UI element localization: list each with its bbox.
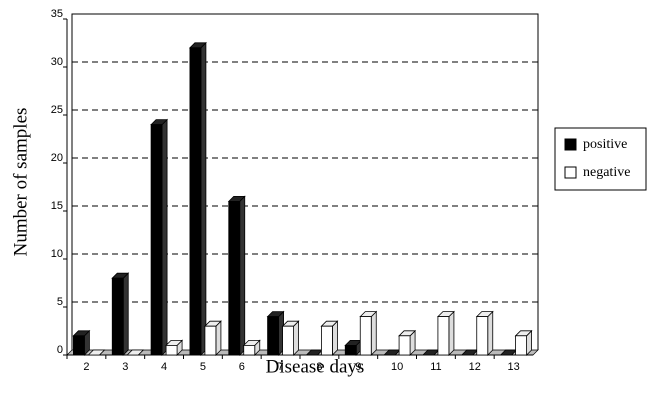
bar xyxy=(111,277,124,356)
bar xyxy=(437,316,450,356)
bar-side xyxy=(122,272,129,356)
bar xyxy=(398,335,411,356)
y-axis-label: Number of samples xyxy=(10,108,31,257)
x-tick-label: 7 xyxy=(278,361,284,373)
bar xyxy=(73,335,85,356)
legend-box xyxy=(554,127,647,191)
bar xyxy=(228,200,241,356)
bar xyxy=(243,344,256,356)
bar xyxy=(344,344,357,356)
x-tick-label: 2 xyxy=(83,361,89,373)
x-tick-label: 12 xyxy=(469,361,481,373)
legend-swatch xyxy=(564,138,577,151)
x-tick-label: 3 xyxy=(122,361,128,373)
bar xyxy=(359,316,372,356)
legend-label: negative xyxy=(583,165,630,180)
bar xyxy=(282,325,294,356)
plot-frame xyxy=(71,13,539,350)
bar xyxy=(150,124,163,356)
bar xyxy=(189,47,202,356)
bar-side xyxy=(370,310,377,356)
x-tick-label: 10 xyxy=(391,361,403,373)
bar-top xyxy=(126,349,145,356)
bar-side xyxy=(161,118,168,356)
x-tick-label: 6 xyxy=(239,361,245,373)
bar xyxy=(321,325,333,356)
y-tick-label: 25 xyxy=(51,104,63,116)
x-axis-label: Disease days xyxy=(266,356,365,377)
bar xyxy=(515,335,527,356)
x-tick-label: 9 xyxy=(355,361,361,373)
bar-side xyxy=(239,195,246,356)
legend-swatch xyxy=(564,166,577,179)
x-tick-label: 11 xyxy=(430,361,441,373)
legend-label: positive xyxy=(583,137,627,152)
y-tick-label: 15 xyxy=(51,200,63,212)
x-tick-label: 13 xyxy=(507,361,519,373)
bar-side xyxy=(448,310,455,356)
y-tick-label: 0 xyxy=(57,344,63,356)
x-tick-label: 8 xyxy=(316,361,322,373)
bar xyxy=(267,316,279,356)
x-tick-label: 5 xyxy=(200,361,206,373)
bar-side xyxy=(487,310,494,356)
bar-side xyxy=(200,41,207,356)
bar-top xyxy=(87,349,106,356)
bar-side xyxy=(332,320,338,356)
bar-side xyxy=(215,320,222,356)
bar-side xyxy=(293,320,299,356)
bar xyxy=(476,316,489,356)
bar xyxy=(165,344,178,356)
y-tick-label: 5 xyxy=(57,296,63,308)
y-tick-label: 35 xyxy=(51,8,63,20)
y-tick-label: 10 xyxy=(51,248,63,260)
x-tick-label: 4 xyxy=(161,361,167,373)
bar xyxy=(204,325,217,356)
y-tick-label: 30 xyxy=(51,56,63,68)
y-tick-label: 20 xyxy=(51,152,63,164)
